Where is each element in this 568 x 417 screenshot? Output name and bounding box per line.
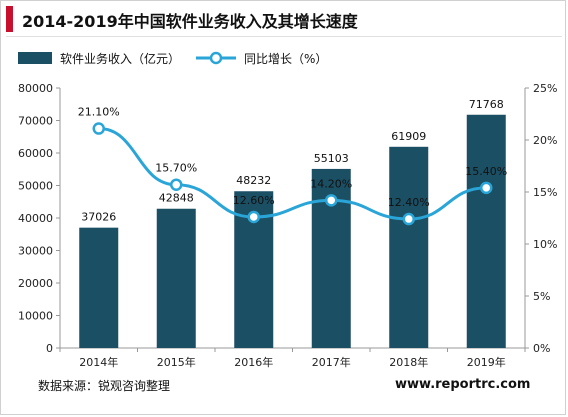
x-tick-label: 2018年 [389,355,428,369]
y2-tick-label: 10% [533,238,557,251]
y-tick-label: 20000 [18,277,53,290]
line-point [325,194,338,207]
x-tick-label: 2017年 [312,355,351,369]
data-source: 数据来源：锐观咨询整理 [38,379,171,393]
y2-tick-label: 0% [533,342,550,355]
y-tick-label: 50000 [18,180,53,193]
y-tick-label: 10000 [18,310,53,323]
y-tick-label: 40000 [18,212,53,225]
line-value-label: 21.10% [78,106,120,119]
line-point [480,181,493,195]
y-tick-label: 60000 [18,147,53,160]
page-title: 2014-2019年中国软件业务收入及其增长速度 [22,12,358,31]
legend-bar-label: 软件业务收入（亿元） [60,51,180,66]
bar-value-label: 71768 [469,98,504,111]
x-tick-label: 2014年 [79,355,118,369]
growth-line [98,127,487,221]
line-point [247,210,260,224]
x-tick-label: 2019年 [467,355,506,369]
bar-value-label: 55103 [314,152,349,165]
y-tick-label: 70000 [18,115,53,128]
bar [389,146,429,348]
y2-tick-label: 20% [533,134,557,147]
y2-tick-label: 25% [533,82,557,95]
y-tick-label: 0 [46,342,53,355]
title-accent-bar [6,6,13,32]
site-url: www.reportrc.com [395,377,531,392]
y2-tick-label: 5% [533,290,550,303]
x-tick-label: 2016年 [234,355,273,369]
line-value-label: 12.40% [388,196,430,209]
line-value-label: 15.40% [465,165,507,178]
line-value-label: 15.70% [155,162,197,175]
line-point [92,122,105,135]
y-tick-label: 80000 [18,82,53,95]
line-point [402,212,415,226]
bar-value-label: 42848 [159,192,194,205]
legend-line-label: 同比增长（%） [244,52,327,66]
line-value-label: 14.20% [310,177,352,190]
y2-tick-label: 15% [533,186,557,199]
y-tick-label: 30000 [18,245,53,258]
line-value-label: 12.60% [233,194,275,207]
legend-bar-swatch [18,52,52,64]
title-divider [6,36,562,37]
x-tick-label: 2015年 [157,355,196,369]
bar-value-label: 37026 [81,211,116,224]
bar [79,227,119,348]
bar-value-label: 61909 [391,130,426,143]
bar-value-label: 48232 [236,174,271,187]
legend-line-marker [209,51,223,65]
bar [466,114,506,348]
bar [156,208,196,348]
line-point [170,178,183,191]
